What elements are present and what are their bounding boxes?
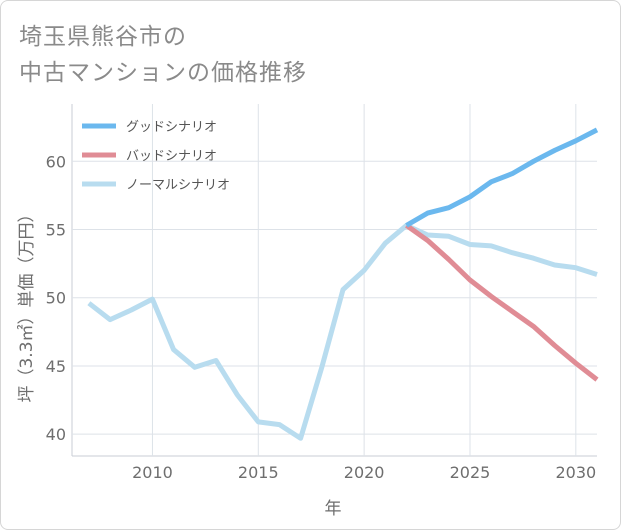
- legend-item-bad[interactable]: バッドシナリオ: [82, 149, 217, 164]
- y-tick-label: 60: [46, 152, 66, 171]
- bad-scenario-line: [405, 223, 599, 382]
- x-tick-label: 2010: [132, 463, 173, 482]
- legend-label: グッドシナリオ: [126, 120, 217, 135]
- legend-item-normal[interactable]: ノーマルシナリオ: [82, 178, 230, 193]
- y-tick-label: 50: [46, 289, 66, 308]
- legend-label: バッドシナリオ: [126, 149, 217, 164]
- y-tick-label: 55: [46, 221, 66, 240]
- y-tick-label: 40: [46, 425, 66, 444]
- axis-ticks: 2010 2015 2020 2025 2030 40 45 50 55 60: [46, 152, 597, 482]
- x-tick-label: 2025: [450, 463, 491, 482]
- chart-title-line-1: 埼玉県熊谷市の: [19, 24, 187, 50]
- y-axis-title: 坪（3.3㎡）単価（万円）: [17, 205, 37, 402]
- x-tick-label: 2030: [555, 463, 596, 482]
- x-tick-label: 2015: [238, 463, 279, 482]
- grid: [71, 104, 597, 457]
- legend-item-good[interactable]: グッドシナリオ: [82, 120, 217, 135]
- x-axis-title: 年: [325, 499, 342, 519]
- x-tick-label: 2020: [344, 463, 385, 482]
- chart-title: 埼玉県熊谷市の 中古マンションの価格推移: [19, 19, 307, 91]
- good-scenario-line: [405, 127, 599, 228]
- legend-label: ノーマルシナリオ: [126, 178, 230, 193]
- series-lines: [87, 127, 599, 441]
- normal-scenario-line: [87, 222, 598, 441]
- chart-title-line-2: 中古マンションの価格推移: [19, 60, 307, 86]
- y-tick-label: 45: [46, 357, 66, 376]
